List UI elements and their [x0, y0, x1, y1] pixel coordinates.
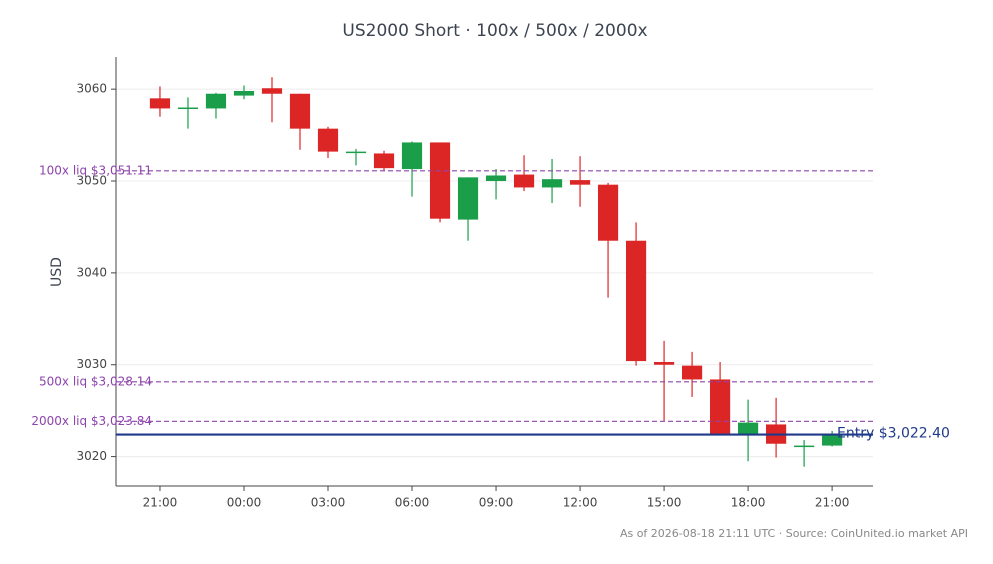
x-tick-label: 21:00	[815, 496, 850, 510]
candle-body	[738, 422, 759, 435]
candle-body	[345, 151, 367, 154]
candle-body	[681, 365, 703, 380]
x-tick-label: 06:00	[395, 496, 430, 510]
x-tick-label: 09:00	[479, 496, 514, 510]
x-tick-label: 03:00	[311, 496, 346, 510]
y-tick-label: 3050	[76, 174, 107, 188]
x-tick-label: 12:00	[563, 496, 598, 510]
candle-body	[373, 153, 395, 169]
candle-body	[429, 142, 451, 219]
y-tick-label: 3020	[76, 449, 107, 463]
x-tick-label: 00:00	[227, 496, 262, 510]
candle-body	[457, 177, 479, 220]
candle-body	[205, 93, 227, 109]
candle-body	[710, 379, 731, 435]
y-axis-label: USD	[49, 257, 65, 287]
candle-body	[485, 175, 507, 182]
candle-body	[233, 90, 255, 96]
candle-body	[317, 128, 339, 152]
reference-label: 2000x liq $3,023.84	[31, 414, 152, 428]
reference-label: 500x liq $3,028.14	[39, 374, 152, 388]
candle-body	[822, 434, 843, 446]
chart-title: US2000 Short · 100x / 500x / 2000x	[342, 21, 647, 41]
x-tick-label: 15:00	[647, 496, 682, 510]
y-tick-label: 3060	[76, 82, 107, 96]
candle-body	[513, 174, 535, 188]
footer: As of 2026-08-18 21:11 UTC · Source: Coi…	[620, 527, 968, 540]
candle-body	[289, 93, 311, 129]
candle-body	[149, 98, 171, 109]
candle-body	[177, 107, 199, 110]
candle-body	[401, 142, 423, 170]
reference-label: 100x liq $3,051.11	[39, 163, 152, 177]
y-tick-label: 3030	[76, 357, 107, 371]
y-tick-label: 3040	[76, 265, 107, 279]
candle-body	[653, 361, 675, 365]
candle-body	[625, 240, 647, 362]
candle-body	[794, 445, 815, 448]
x-tick-label: 18:00	[731, 496, 766, 510]
candle-body	[541, 179, 563, 188]
candle-body	[261, 88, 283, 94]
candle-body	[597, 184, 619, 241]
candle-body	[569, 180, 591, 185]
reference-label: Entry $3,022.40	[837, 426, 950, 442]
x-tick-label: 21:00	[143, 496, 178, 510]
